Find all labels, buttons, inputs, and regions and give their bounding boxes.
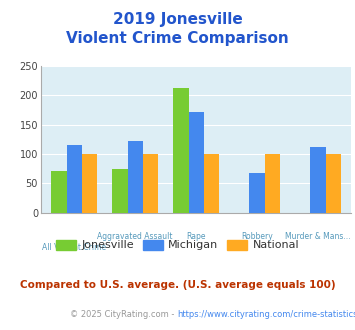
Bar	[82, 154, 97, 213]
Text: Violent Crime Comparison: Violent Crime Comparison	[66, 31, 289, 46]
Bar	[204, 154, 219, 213]
Bar	[189, 112, 204, 213]
Legend: Jonesville, Michigan, National: Jonesville, Michigan, National	[51, 235, 304, 255]
Bar	[250, 174, 265, 213]
Bar	[326, 154, 341, 213]
Bar	[127, 141, 143, 213]
Bar	[143, 154, 158, 213]
Text: Robbery: Robbery	[241, 232, 273, 241]
Text: All Violent Crime: All Violent Crime	[42, 244, 106, 252]
Bar	[113, 169, 127, 213]
Text: 2019 Jonesville: 2019 Jonesville	[113, 12, 242, 26]
Text: © 2025 CityRating.com -: © 2025 CityRating.com -	[71, 310, 178, 319]
Text: Murder & Mans...: Murder & Mans...	[285, 232, 351, 241]
Text: Aggravated Assault: Aggravated Assault	[98, 232, 173, 241]
Bar	[51, 171, 67, 213]
Bar	[67, 145, 82, 213]
Bar	[173, 88, 189, 213]
Bar	[265, 154, 280, 213]
Text: https://www.cityrating.com/crime-statistics/: https://www.cityrating.com/crime-statist…	[178, 310, 355, 319]
Text: Compared to U.S. average. (U.S. average equals 100): Compared to U.S. average. (U.S. average …	[20, 280, 335, 290]
Bar	[310, 147, 326, 213]
Text: Rape: Rape	[186, 232, 206, 241]
